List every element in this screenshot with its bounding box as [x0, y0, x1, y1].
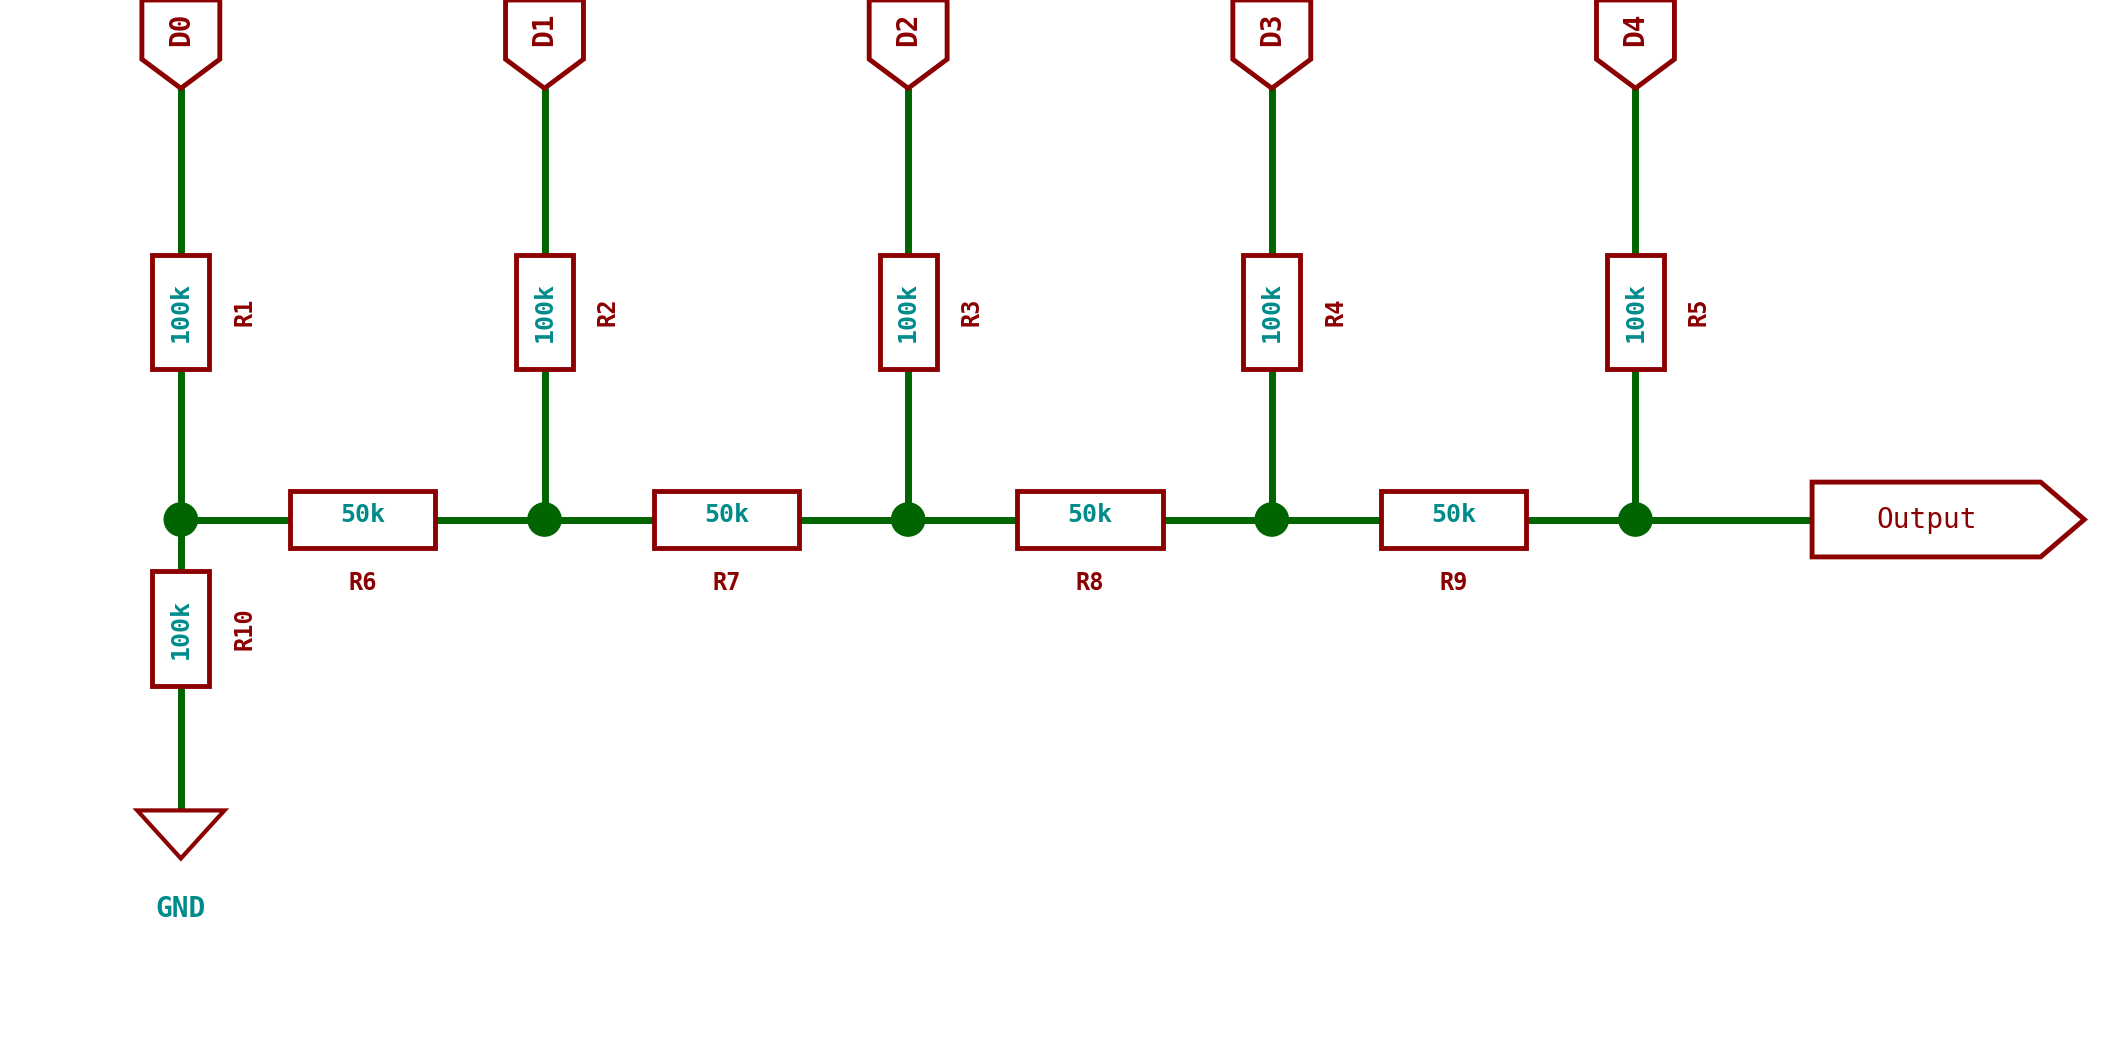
Text: D4: D4 — [1622, 12, 1649, 47]
FancyBboxPatch shape — [1381, 491, 1526, 549]
Text: D2: D2 — [894, 12, 921, 47]
FancyBboxPatch shape — [1607, 255, 1664, 369]
Circle shape — [892, 503, 926, 536]
Polygon shape — [868, 0, 947, 88]
Text: R7: R7 — [713, 571, 741, 595]
FancyBboxPatch shape — [879, 255, 936, 369]
Text: 100k: 100k — [532, 282, 558, 342]
Text: R1: R1 — [232, 297, 255, 326]
Polygon shape — [1232, 0, 1311, 88]
FancyBboxPatch shape — [153, 255, 209, 369]
Text: R3: R3 — [960, 297, 983, 326]
Text: R6: R6 — [349, 571, 377, 595]
Circle shape — [1619, 503, 1651, 536]
Text: 50k: 50k — [340, 503, 385, 528]
Text: Output: Output — [1877, 506, 1977, 533]
Text: D3: D3 — [1258, 12, 1285, 47]
Text: 50k: 50k — [704, 503, 749, 528]
Polygon shape — [506, 0, 583, 88]
Text: 100k: 100k — [168, 282, 194, 342]
Circle shape — [164, 503, 198, 536]
Text: R9: R9 — [1439, 571, 1468, 595]
Text: 50k: 50k — [1068, 503, 1113, 528]
Circle shape — [528, 503, 562, 536]
Text: D0: D0 — [166, 12, 196, 47]
Text: 100k: 100k — [1260, 282, 1283, 342]
Text: R10: R10 — [232, 607, 255, 650]
Text: D1: D1 — [530, 12, 558, 47]
Circle shape — [1256, 503, 1287, 536]
Text: 100k: 100k — [168, 598, 194, 659]
Polygon shape — [1596, 0, 1675, 88]
Text: R2: R2 — [596, 297, 619, 326]
Text: R4: R4 — [1324, 297, 1347, 326]
FancyBboxPatch shape — [289, 491, 436, 549]
Polygon shape — [143, 0, 219, 88]
Text: 100k: 100k — [1624, 282, 1647, 342]
FancyBboxPatch shape — [153, 571, 209, 686]
Polygon shape — [136, 810, 223, 858]
Text: 100k: 100k — [896, 282, 919, 342]
Text: R5: R5 — [1688, 297, 1711, 326]
Text: GND: GND — [155, 895, 206, 923]
Polygon shape — [1813, 482, 2083, 557]
FancyBboxPatch shape — [1243, 255, 1300, 369]
Text: 50k: 50k — [1432, 503, 1477, 528]
FancyBboxPatch shape — [515, 255, 572, 369]
FancyBboxPatch shape — [653, 491, 798, 549]
FancyBboxPatch shape — [1017, 491, 1162, 549]
Text: R8: R8 — [1077, 571, 1104, 595]
